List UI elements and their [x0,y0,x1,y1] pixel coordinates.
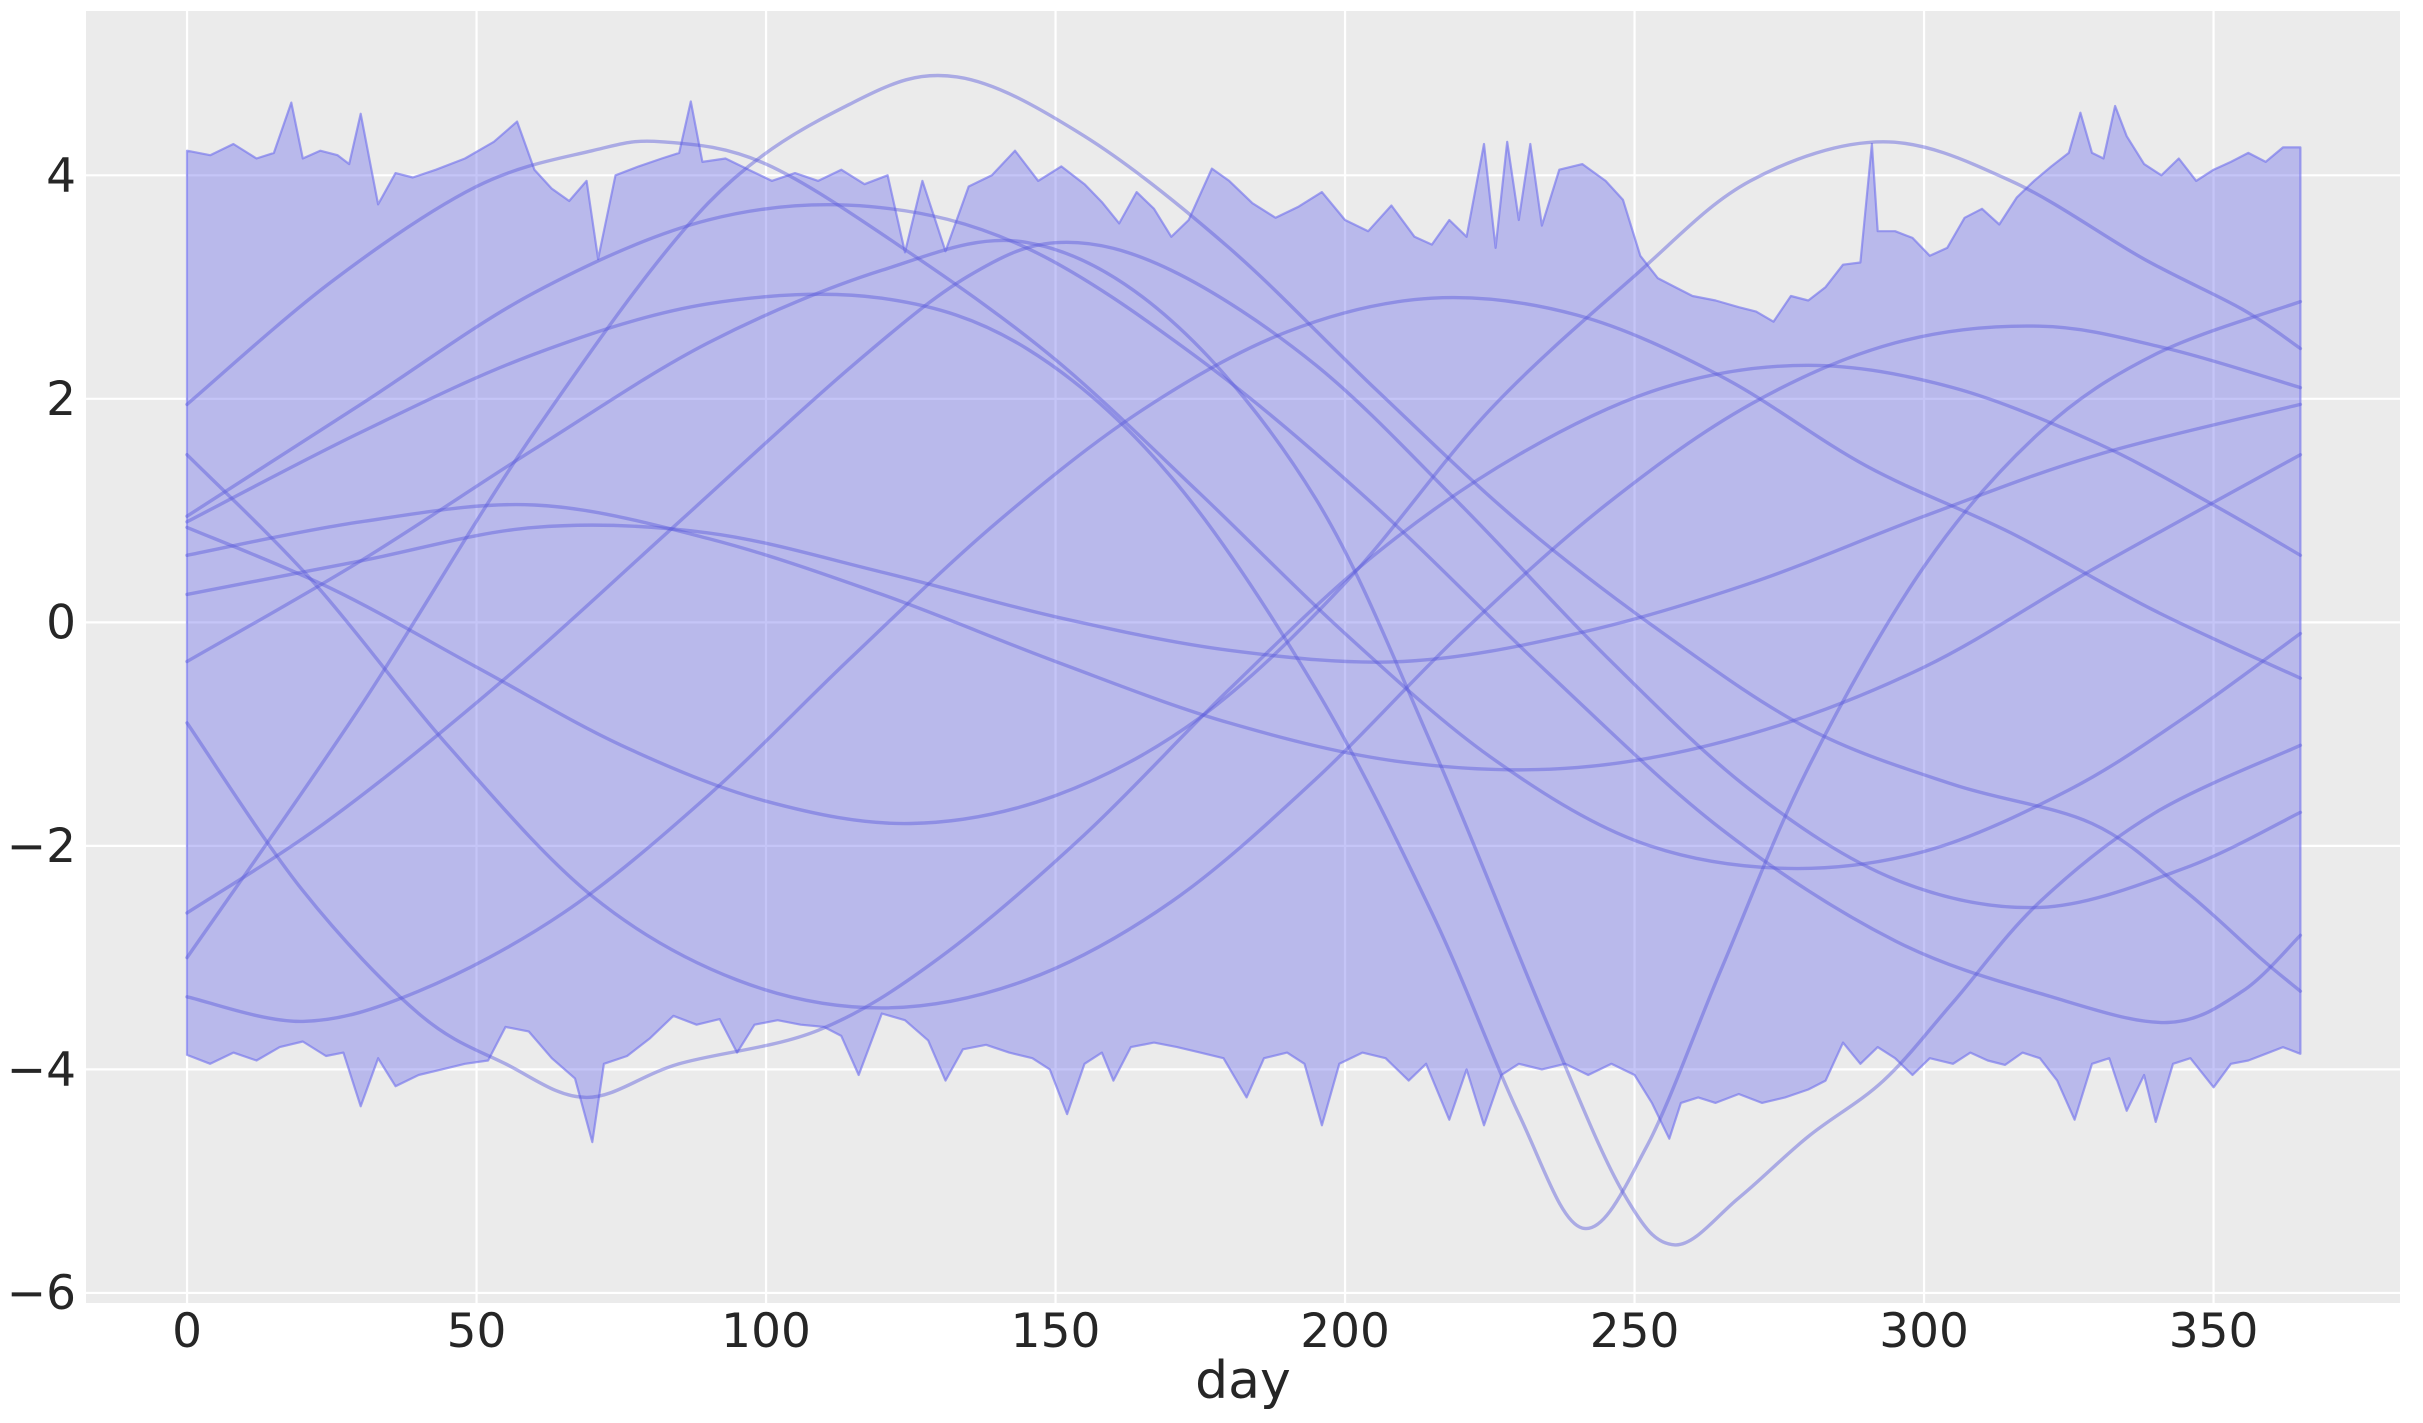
x-tick-label: 350 [2169,1304,2259,1359]
y-tick-label: −2 [7,819,76,874]
plot-area [86,11,2400,1303]
curve-4 [185,292,2303,1231]
curve-1 [185,73,2303,993]
y-tick-label: 2 [46,372,76,427]
x-tick-label: 50 [447,1304,507,1359]
x-tick-label: 150 [1011,1304,1101,1359]
x-tick-label: 0 [172,1304,202,1359]
curve-2 [185,139,2303,871]
curve-9 [185,240,2303,915]
plot-background [86,11,2400,1303]
curve-5 [185,238,2303,1247]
x-tick-label: 300 [1879,1304,1969,1359]
x-tick-label: 100 [721,1304,811,1359]
y-tick-label: 4 [46,148,76,203]
y-tick-label: −6 [7,1266,76,1321]
y-tick-label: −4 [7,1042,76,1097]
y-tick-label: 0 [46,595,76,650]
x-tick-label: 200 [1300,1304,1390,1359]
axis-ticks: 0 50 100 150 200 250 300 350 4 2 0 −2 −4 −6 [7,148,2259,1359]
gridlines [86,11,2400,1303]
curve-12 [185,324,2303,1010]
x-axis-title: day [1195,1351,1291,1411]
data-layer [185,73,2303,1247]
curve-7 [185,295,2303,1024]
x-tick-label: 250 [1590,1304,1680,1359]
curve-10 [185,402,2303,664]
curve-3 [185,140,2303,826]
curve-11 [185,453,2303,772]
uncertainty-band [185,100,2302,1144]
curve-6 [185,363,2303,1100]
curve-8 [185,203,2303,1025]
